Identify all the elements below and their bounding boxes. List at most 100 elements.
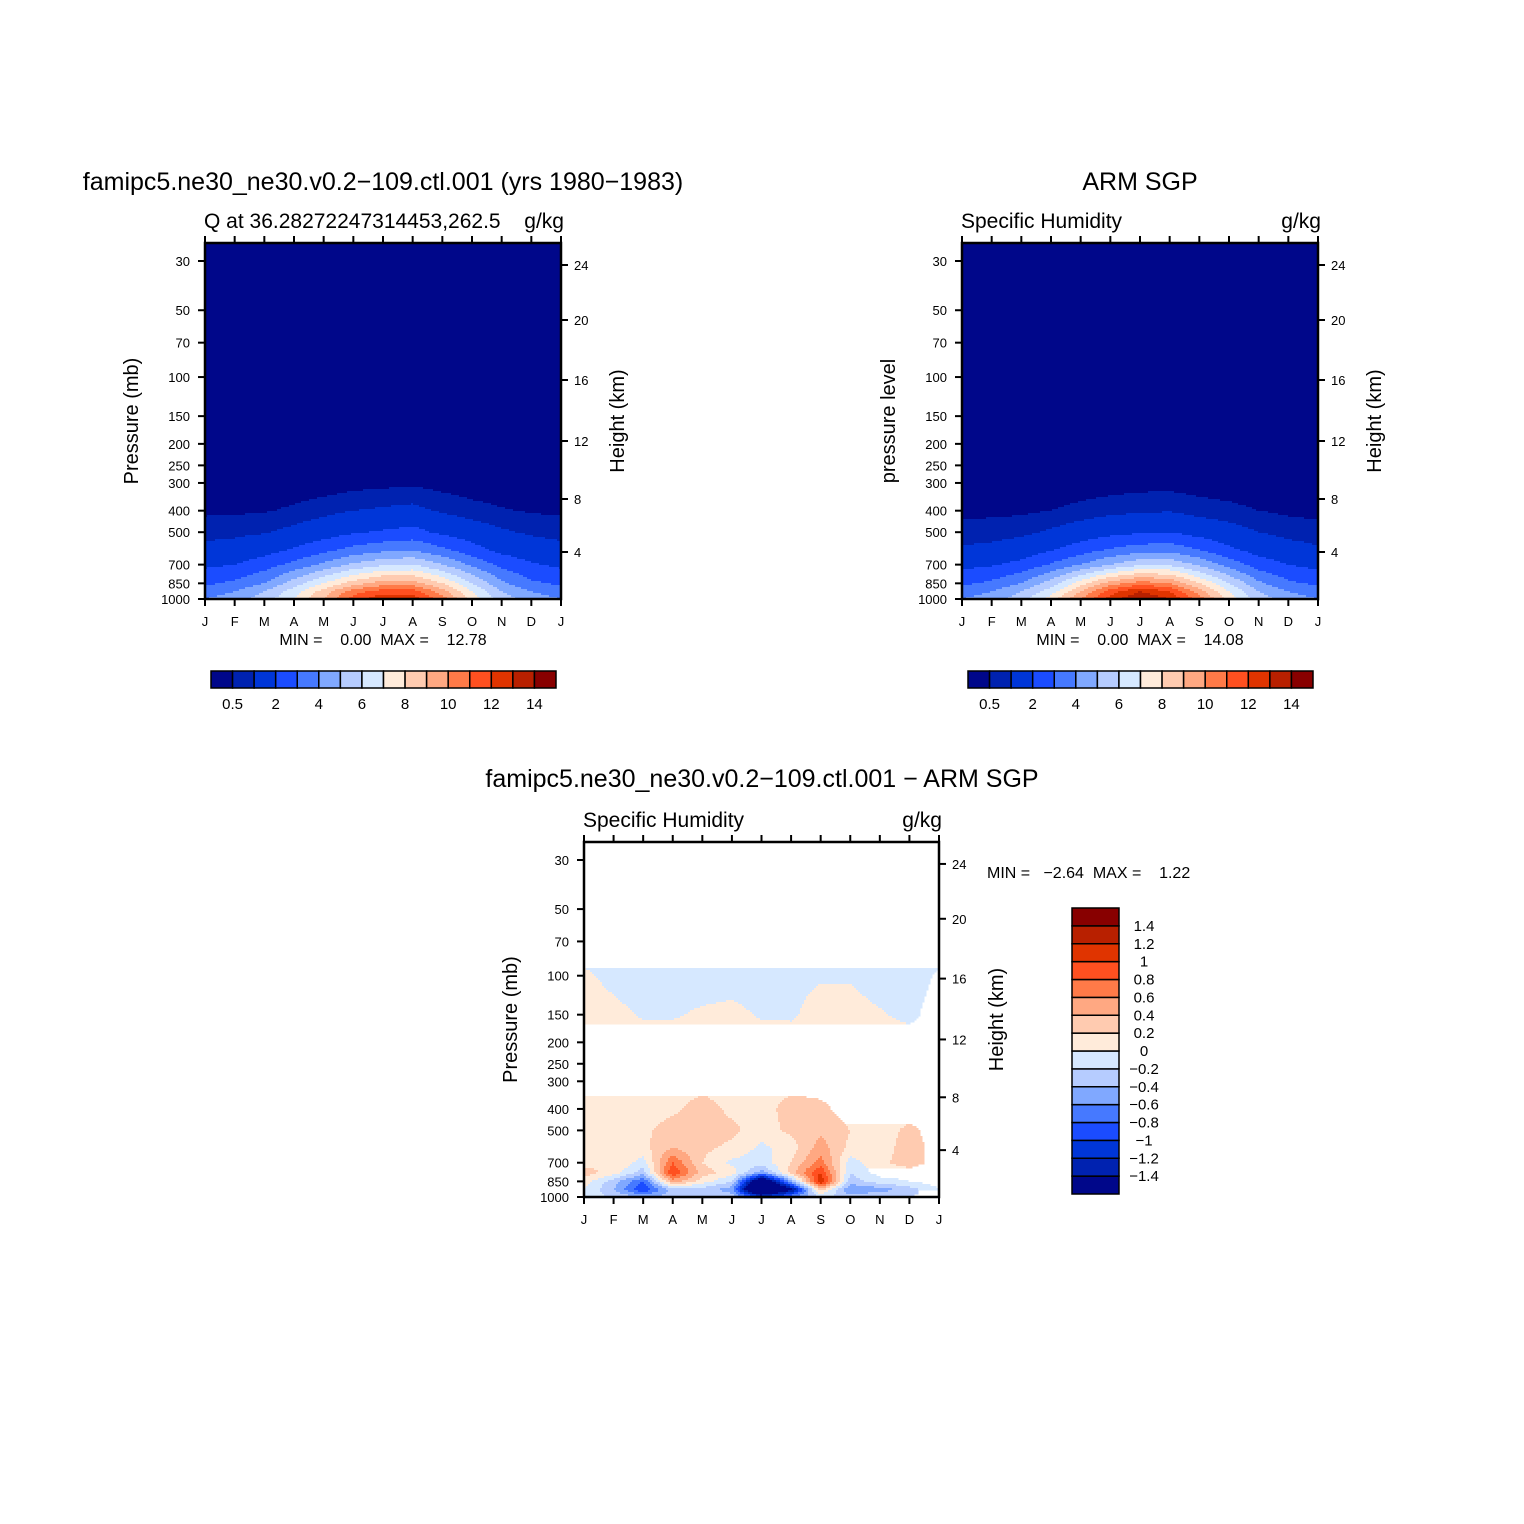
contour-band-segment [696, 1166, 709, 1169]
colorbar-label: −0.8 [1129, 1115, 1159, 1132]
contour-band-segment [363, 553, 432, 556]
contour-band-segment [692, 1160, 705, 1163]
contour-band-segment [1104, 591, 1119, 594]
contour-band-segment [800, 1180, 803, 1183]
contour-band-segment [962, 369, 1319, 372]
contour-band-segment [349, 575, 382, 578]
contour-band-segment [818, 1176, 823, 1179]
contour-band-segment [826, 1140, 847, 1143]
contour-band-segment [786, 1132, 851, 1135]
panel-model: J F M A M J J A S O N D J305070100150200250300400500… [83, 168, 683, 713]
contour-band-segment [962, 343, 1319, 346]
contour-band-segment [962, 483, 1319, 486]
contour-band-segment [1192, 569, 1215, 572]
contour-band-segment [962, 285, 1319, 288]
contour-band-segment [1244, 563, 1287, 566]
contour-band-segment [824, 1170, 831, 1173]
contour-band-segment [1136, 559, 1175, 562]
colorbar-label: 2 [272, 696, 280, 713]
contour-band-segment [962, 265, 1319, 268]
contour-band-segment [962, 595, 975, 598]
contour-band-segment [245, 587, 274, 590]
x-tick-label: F [988, 614, 996, 629]
contour-band-segment [716, 1172, 737, 1175]
contour-band-segment [962, 339, 1319, 342]
contour-band-segment [974, 543, 1073, 546]
contour-band-segment [628, 1184, 639, 1187]
contour-band-segment [962, 579, 993, 582]
contour-band-segment [1062, 559, 1097, 562]
contour-band-segment [1116, 567, 1185, 570]
contour-band-segment [798, 1186, 801, 1189]
contour-band-segment [962, 559, 1021, 562]
contour-band-segment [1176, 575, 1195, 578]
contour-band-segment [646, 1184, 653, 1187]
contour-band-segment [481, 545, 562, 548]
contour-band-segment [814, 1162, 825, 1165]
contour-band-segment [1014, 573, 1045, 576]
contour-band-segment [962, 453, 1319, 456]
contour-band-segment [736, 1184, 741, 1187]
colorbar-box [1071, 978, 1120, 999]
contour-band-segment [672, 1178, 675, 1181]
contour-band-segment [962, 515, 1013, 518]
contour-band-segment [205, 519, 312, 522]
contour-band-segment [776, 1172, 783, 1175]
contour-band-segment [545, 537, 562, 540]
contour-band-segment [650, 1140, 729, 1143]
contour-band-segment [1226, 573, 1247, 576]
panel-units: g/kg [902, 809, 942, 832]
contour-band-segment [1278, 575, 1319, 578]
contour-band-segment [690, 1100, 715, 1103]
contour-band-segment [658, 1178, 663, 1181]
contour-band-segment [738, 1190, 741, 1193]
contour-band-segment [287, 589, 306, 592]
contour-band-segment [674, 1162, 683, 1165]
contour-band-segment [1134, 565, 1173, 568]
contour-band-segment [205, 299, 562, 302]
contour-band-segment [824, 1168, 829, 1171]
contour-band-segment [1180, 581, 1197, 584]
contour-band-segment [205, 345, 562, 348]
contour-band-segment [810, 1152, 831, 1155]
contour-band-segment [267, 581, 288, 584]
y-tick-label: 400 [547, 1102, 569, 1117]
contour-band-segment [445, 589, 458, 592]
contour-band-segment [271, 567, 304, 570]
contour-band-segment [1086, 573, 1107, 576]
contour-band-segment [1290, 591, 1319, 594]
contour-band-segment [1076, 555, 1117, 558]
contour-band-segment [962, 387, 1319, 390]
contour-band-segment [1064, 593, 1077, 596]
contour-band-segment [313, 593, 330, 596]
colorbar-box [253, 670, 277, 689]
contour-band-segment [205, 401, 562, 404]
contour-band-segment [584, 1132, 653, 1135]
contour-band-segment [670, 1180, 683, 1183]
contour-band-segment [1220, 499, 1319, 502]
contour-band-segment [652, 1160, 661, 1163]
contour-band-segment [1258, 555, 1319, 558]
contour-band-segment [303, 521, 482, 524]
contour-band-segment [620, 1192, 635, 1195]
contour-band-segment [584, 1162, 633, 1165]
contour-band-segment [1150, 593, 1175, 596]
contour-band-segment [499, 589, 528, 592]
colorbar-box [1269, 670, 1293, 689]
contour-band-segment [1086, 595, 1099, 598]
contour-band-segment [674, 1178, 689, 1181]
height-tick-label: 16 [574, 373, 588, 388]
colorbar-label: 8 [401, 696, 409, 713]
contour-band-segment [706, 1186, 731, 1189]
contour-band-segment [906, 1124, 913, 1127]
contour-band-segment [584, 1188, 601, 1191]
contour-band-segment [477, 595, 492, 598]
contour-band-segment [1056, 569, 1081, 572]
contour-band-segment [205, 289, 562, 292]
contour-band-segment [778, 1192, 787, 1195]
y-tick-label: 400 [168, 504, 190, 519]
contour-band-segment [842, 1152, 895, 1155]
contour-band-segment [962, 253, 1319, 256]
contour-band-segment [608, 990, 813, 993]
contour-band-segment [784, 1194, 793, 1197]
